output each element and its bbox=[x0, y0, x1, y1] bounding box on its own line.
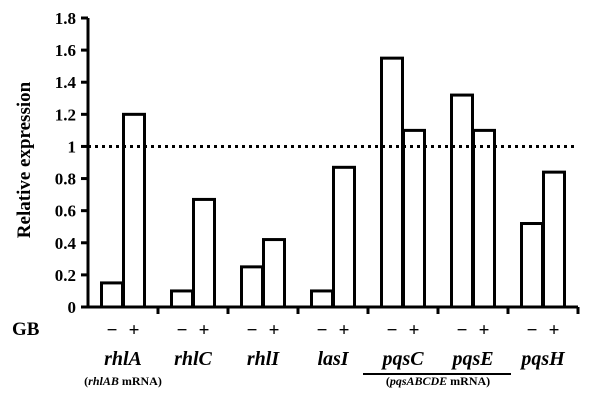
bar bbox=[310, 289, 334, 309]
y-tick-label: 0.6 bbox=[55, 202, 76, 221]
condition-label: GB bbox=[12, 319, 40, 340]
condition-sign: − bbox=[177, 320, 188, 341]
condition-sign: − bbox=[247, 320, 258, 341]
category-labels: rhlA rhlC rhlI lasI pqsC pqsE pqsH bbox=[104, 348, 566, 370]
bars bbox=[100, 56, 566, 309]
y-tick-label: 1.6 bbox=[55, 41, 76, 60]
bar bbox=[402, 128, 426, 309]
x-axis-ticks bbox=[156, 307, 580, 314]
category-label: pqsH bbox=[519, 348, 566, 370]
condition-sign: + bbox=[199, 320, 210, 341]
category-label: pqsC bbox=[380, 348, 424, 370]
y-tick-label: 1 bbox=[68, 137, 77, 156]
condition-sign: + bbox=[339, 320, 350, 341]
bar bbox=[262, 238, 286, 309]
bar bbox=[170, 289, 194, 309]
y-tick-label: 0.4 bbox=[55, 234, 77, 253]
condition-sign: + bbox=[549, 320, 560, 341]
bar bbox=[520, 222, 544, 309]
condition-signs: − + − + − + − + − + − + − + bbox=[107, 320, 560, 341]
y-tick-label: 0.2 bbox=[55, 266, 76, 285]
bar bbox=[240, 265, 264, 309]
bar bbox=[122, 112, 146, 309]
category-label: pqsE bbox=[450, 348, 493, 370]
condition-sign: − bbox=[457, 320, 468, 341]
bar bbox=[100, 281, 124, 309]
condition-sign: − bbox=[527, 320, 538, 341]
bar bbox=[192, 197, 216, 309]
annotation-rhlab: (rhlAB mRNA) bbox=[84, 374, 162, 388]
condition-sign: − bbox=[387, 320, 398, 341]
bar bbox=[380, 56, 404, 309]
category-label: rhlC bbox=[174, 348, 212, 370]
condition-sign: + bbox=[479, 320, 490, 341]
category-label: rhlA bbox=[104, 348, 142, 370]
category-label: lasI bbox=[317, 348, 349, 370]
y-axis-label: Relative expression bbox=[14, 81, 35, 238]
condition-sign: − bbox=[107, 320, 118, 341]
y-tick-label: 1.8 bbox=[55, 9, 76, 28]
condition-sign: − bbox=[317, 320, 328, 341]
annotation-pqsabcde: (pqsABCDE mRNA) bbox=[386, 374, 490, 388]
condition-sign: + bbox=[269, 320, 280, 341]
y-tick-label: 1.2 bbox=[55, 105, 76, 124]
annotations: (rhlAB mRNA) (pqsABCDE mRNA) bbox=[84, 373, 511, 388]
bar bbox=[542, 170, 566, 309]
y-tick-label: 1.4 bbox=[55, 73, 77, 92]
bar bbox=[332, 165, 356, 309]
condition-sign: + bbox=[129, 320, 140, 341]
y-tick-label: 0.8 bbox=[55, 170, 76, 189]
category-label: rhlI bbox=[247, 348, 280, 370]
bar bbox=[450, 93, 474, 309]
condition-sign: + bbox=[409, 320, 420, 341]
y-tick-labels: 0 0.2 0.4 0.6 0.8 1 1.2 1.4 1.6 1.8 bbox=[55, 9, 77, 317]
bar bbox=[472, 128, 496, 309]
y-tick-label: 0 bbox=[68, 298, 77, 317]
